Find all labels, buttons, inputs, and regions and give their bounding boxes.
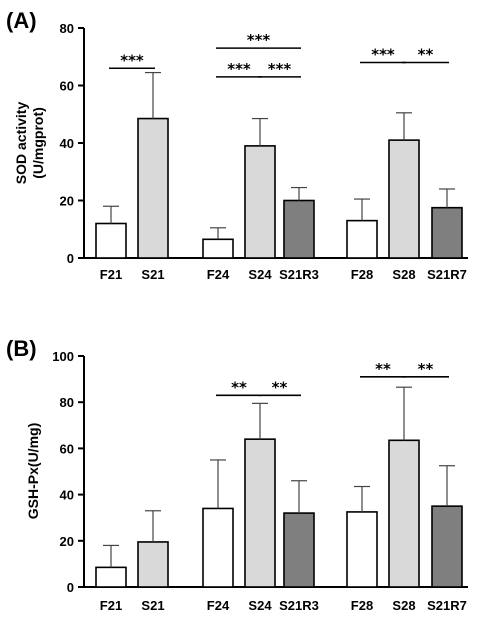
panel-a-bar xyxy=(283,199,315,259)
panel-a-bar xyxy=(137,117,169,259)
panel-b-bar xyxy=(283,512,315,588)
panel-a-x-tick-label: S21R7 xyxy=(427,267,467,282)
panel-a-bar xyxy=(95,222,127,259)
panel-a-x-tick-label: S28 xyxy=(392,267,415,282)
panel-a-bar xyxy=(244,145,276,259)
panel-b-label: (B) xyxy=(6,336,37,361)
panel-b-x-tick-label: S21R7 xyxy=(427,598,467,613)
panel-a-x-tick-label: F21 xyxy=(100,267,122,282)
panel-b-x-tick-label: F28 xyxy=(351,598,373,613)
panel-a-significance-label: *** xyxy=(268,60,292,78)
panel-b-bar xyxy=(95,566,127,588)
panel-a-x-tick-label: S21 xyxy=(141,267,164,282)
panel-b-bar xyxy=(202,507,234,588)
panel-a-x-tick-label: F24 xyxy=(207,267,230,282)
panel-a-bar xyxy=(388,139,420,259)
panel-b-y-tick-label: 100 xyxy=(52,349,74,364)
panel-b-significance-label: ** xyxy=(231,378,247,396)
panel-b-y-tick-label: 80 xyxy=(60,395,74,410)
panel-b-bar xyxy=(388,439,420,588)
panel-b-bar xyxy=(137,541,169,588)
panel-a-y-axis-label-line: SOD activity xyxy=(13,102,29,185)
panel-a-significance-label: *** xyxy=(120,51,144,69)
panel-b-bar xyxy=(244,438,276,588)
panel-a-y-tick-label: 0 xyxy=(67,251,74,266)
panel-b-x-tick-label: S21R3 xyxy=(279,598,319,613)
panel-b-x-tick-label: S24 xyxy=(248,598,272,613)
panel-a-x-tick-label: S21R3 xyxy=(279,267,319,282)
panel-b-y-tick-label: 0 xyxy=(67,580,74,595)
panel-b-x-tick-label: S28 xyxy=(392,598,415,613)
panel-a-y-tick-label: 80 xyxy=(60,21,74,36)
panel-b-x-tick-label: S21 xyxy=(141,598,164,613)
panel-a-significance-label: *** xyxy=(371,46,395,64)
panel-b-y-axis-label-line: GSH-Px(U/mg) xyxy=(25,423,41,519)
panel-a-significance-label: ** xyxy=(418,46,434,64)
panel-b-y-tick-label: 20 xyxy=(60,534,74,549)
panel-a-significance-label: *** xyxy=(227,60,251,78)
panel-a-x-tick-label: S24 xyxy=(248,267,272,282)
panel-a-label: (A) xyxy=(6,8,37,33)
panel-a-y-tick-label: 20 xyxy=(60,194,74,209)
panel-a-y-axis-label: SOD activity(U/mgprot) xyxy=(13,102,46,185)
panel-b-chart: (B) 0 20 40 60 80 100 GSH-Px(U/mg) F21 S21 F24 S24… xyxy=(6,336,468,613)
panel-b-bar xyxy=(346,511,378,588)
panel-a-significance-label: *** xyxy=(247,31,271,49)
panel-b-significance-label: ** xyxy=(272,378,288,396)
panel-b-bar xyxy=(431,505,463,588)
panel-a-y-tick-label: 40 xyxy=(60,136,74,151)
panel-b-x-tick-label: F21 xyxy=(100,598,122,613)
panel-b-x-tick-label: F24 xyxy=(207,598,230,613)
panel-a-chart: (A) 0 20 40 60 80 SOD activity(U/mgprot) F21 S2… xyxy=(6,8,468,282)
panel-a-x-tick-label: F28 xyxy=(351,267,373,282)
panel-b-y-tick-label: 60 xyxy=(60,441,74,456)
panel-a-bar xyxy=(346,219,378,259)
panel-b-y-axis-label: GSH-Px(U/mg) xyxy=(25,423,41,519)
panel-a-bar xyxy=(202,238,234,259)
panel-a-y-tick-label: 60 xyxy=(60,79,74,94)
panel-b-significance-label: ** xyxy=(418,360,434,378)
panel-a-bar xyxy=(431,206,463,259)
panel-a-y-axis-label-line: (U/mgprot) xyxy=(30,107,46,179)
panel-b-y-tick-label: 40 xyxy=(60,488,74,503)
panel-b-significance-label: ** xyxy=(375,360,391,378)
